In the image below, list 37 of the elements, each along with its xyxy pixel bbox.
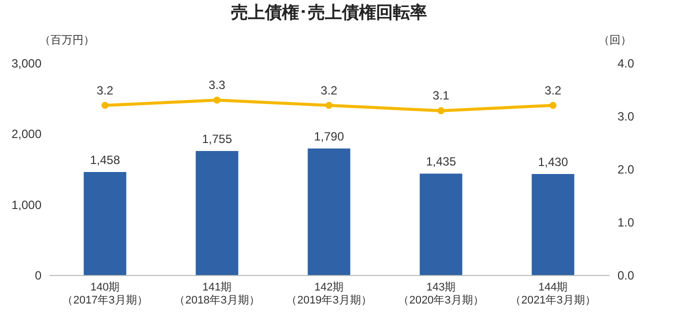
y2-tick-label: 2.0 — [618, 162, 635, 176]
x-tick-label: 140期（2017年3月期） — [62, 282, 148, 306]
data-label: 1,790 — [314, 130, 344, 144]
data-label: 1,755 — [202, 132, 232, 146]
bar — [532, 174, 574, 275]
y-axis-title: （百万円） — [40, 34, 94, 46]
data-label: 1,458 — [90, 152, 120, 167]
x-tick-label: 143期（2020年3月期） — [398, 282, 484, 306]
y2-axis-title: （回） — [598, 34, 632, 46]
bar — [420, 174, 462, 275]
y-tick-label: 3,000 — [11, 56, 42, 70]
y-tick-label: 2,000 — [11, 127, 42, 142]
data-label: 3.2 — [320, 83, 338, 98]
y-tick-label: 1,000 — [11, 198, 42, 212]
point — [101, 102, 109, 109]
bar — [84, 172, 126, 275]
data-label: 3.3 — [208, 78, 226, 92]
point — [437, 107, 445, 114]
x-tick-label: 144期（2021年3月期） — [510, 282, 596, 306]
x-tick-label: 142期（2019年3月期） — [286, 282, 372, 306]
data-label: 3.1 — [432, 88, 450, 103]
y2-tick-label: 4.0 — [618, 56, 635, 70]
y-tick-label: 0 — [34, 268, 42, 282]
y2-tick-label: 0.0 — [618, 268, 635, 282]
data-label: 3.2 — [96, 83, 114, 98]
y2-tick-label: 1.0 — [618, 216, 635, 230]
chart-title: 売上債権･売上債権回転率 — [231, 3, 427, 22]
data-label: 3.2 — [544, 83, 562, 98]
y2-tick-label: 3.0 — [618, 110, 635, 124]
data-label: 1,435 — [426, 154, 456, 169]
point — [549, 102, 557, 109]
point — [213, 96, 221, 104]
bar — [196, 150, 238, 275]
data-label: 1,430 — [538, 154, 568, 169]
bar — [308, 148, 350, 275]
x-tick-label: 141期（2018年3月期） — [174, 282, 260, 306]
point — [325, 102, 333, 109]
